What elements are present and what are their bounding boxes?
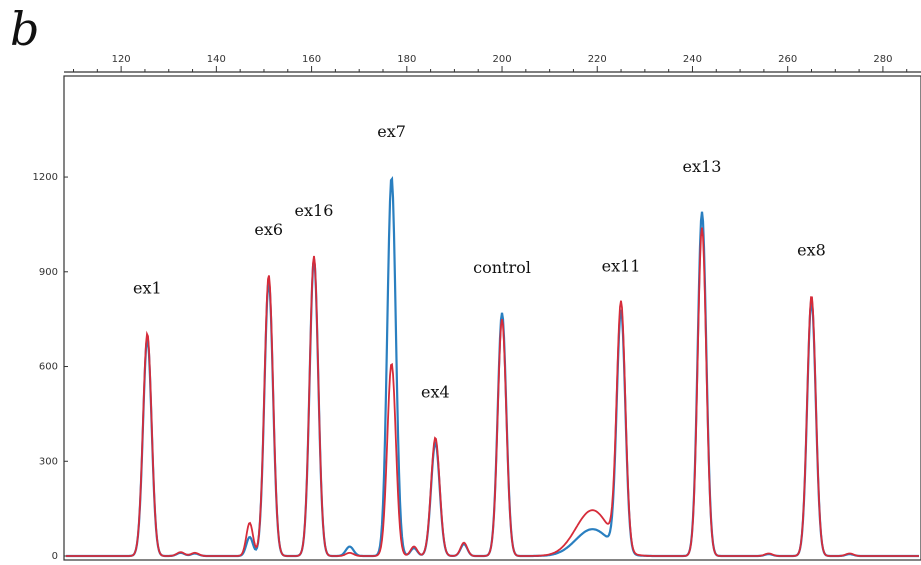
x-tick-label: 180 [397, 54, 416, 65]
peak-label-ex13: ex13 [683, 157, 722, 176]
x-tick-label: 260 [778, 54, 797, 65]
series-traces [66, 175, 919, 558]
series-red-line [66, 227, 919, 557]
peak-label-ex8: ex8 [797, 240, 826, 259]
y-tick-label: 600 [39, 362, 58, 373]
y-axis: 0 300 600 900 1200 [33, 172, 68, 562]
y-tick-label: 1200 [33, 172, 58, 183]
series-blue-line [66, 175, 919, 558]
peak-label-control: control [473, 258, 531, 277]
panel-letter: b [10, 2, 40, 56]
y-tick-label: 300 [39, 456, 58, 467]
x-tick-label: 280 [873, 54, 892, 65]
x-tick-label: 120 [112, 54, 131, 65]
peak-label-ex7: ex7 [377, 122, 406, 141]
x-tick-label: 200 [492, 54, 511, 65]
top-x-axis: 120 140 160 180 200 220 240 260 280 [73, 54, 908, 72]
plot-frame [63, 75, 921, 561]
y-tick-label: 0 [52, 551, 58, 562]
y-tick-label: 900 [39, 267, 58, 278]
x-tick-label: 160 [302, 54, 321, 65]
peak-label-ex1: ex1 [133, 278, 162, 297]
peak-label-ex6: ex6 [254, 220, 283, 239]
peak-labels: ex1 ex6 ex16 ex7 ex4 control ex11 ex13 ex8 [133, 122, 826, 402]
x-tick-label: 220 [588, 54, 607, 65]
peak-label-ex16: ex16 [295, 201, 334, 220]
x-tick-label: 240 [683, 54, 702, 65]
x-tick-label: 140 [207, 54, 226, 65]
peak-label-ex11: ex11 [602, 256, 641, 275]
peak-label-ex4: ex4 [421, 383, 450, 402]
